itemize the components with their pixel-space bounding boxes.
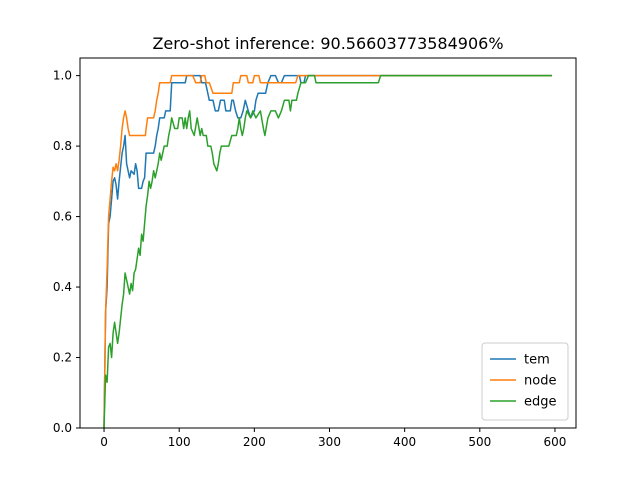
plot-area: [103, 74, 552, 428]
legend-label-node: node: [524, 374, 556, 389]
x-tick-label: 400: [393, 435, 416, 449]
series-line-tem: [103, 74, 552, 428]
y-tick-label: 0.0: [53, 421, 72, 435]
x-axis: 0 100 200 300 400 500 600: [100, 428, 566, 449]
legend: tem node edge: [481, 342, 569, 421]
series-line-node: [103, 74, 552, 428]
x-tick-label: 500: [468, 435, 491, 449]
x-tick-label: 200: [243, 435, 266, 449]
y-tick-label: 0.4: [53, 280, 72, 294]
legend-label-edge: edge: [524, 395, 557, 410]
x-tick-label: 600: [544, 435, 567, 449]
x-tick-label: 300: [318, 435, 341, 449]
x-tick-label: 100: [168, 435, 191, 449]
axes-frame: [79, 57, 577, 429]
x-tick-label: 0: [100, 435, 108, 449]
y-axis: 0.0 0.2 0.4 0.6 0.8 1.0: [53, 69, 80, 435]
y-tick-label: 0.8: [53, 139, 72, 153]
chart-title: Zero-shot inference: 90.56603773584906%: [152, 34, 503, 53]
y-tick-label: 0.6: [53, 210, 72, 224]
legend-label-tem: tem: [524, 353, 550, 368]
y-tick-label: 1.0: [53, 69, 72, 83]
y-tick-label: 0.2: [53, 351, 72, 365]
series-line-edge: [103, 74, 552, 428]
